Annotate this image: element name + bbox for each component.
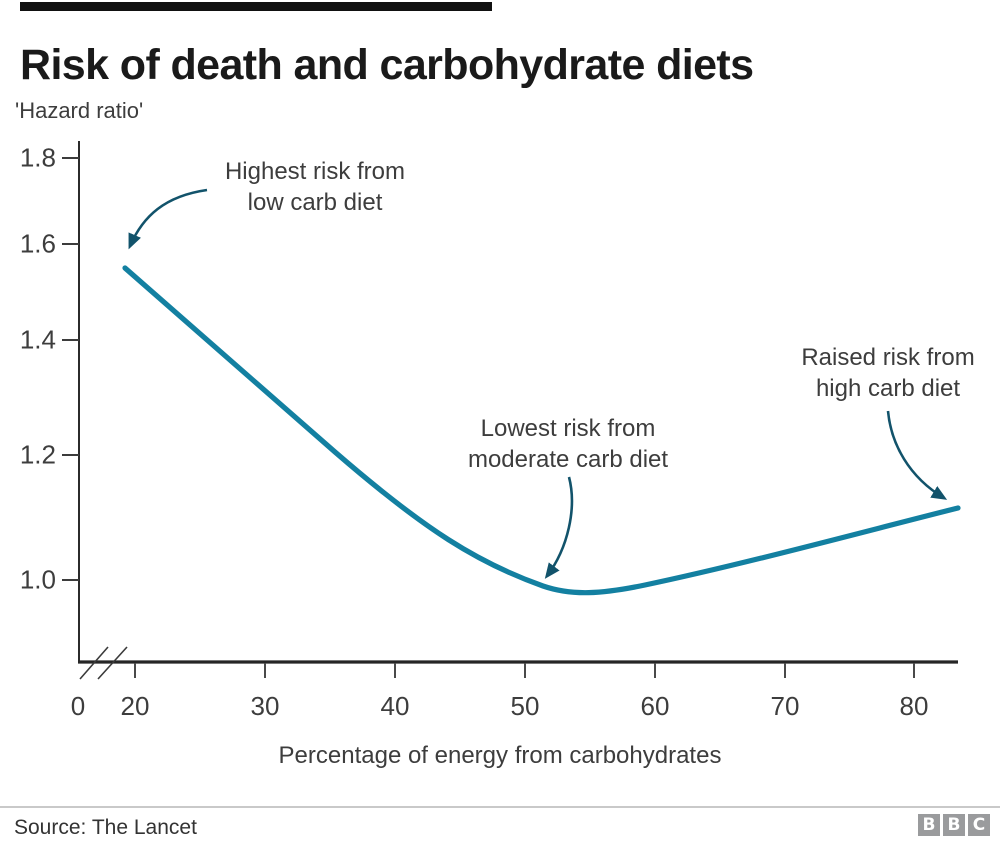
x-tick-label: 50 <box>510 691 540 721</box>
bbc-logo-letter: B <box>943 814 965 836</box>
x-axis-break-icon <box>79 646 128 680</box>
annotation-raised-risk: Raised risk from high carb diet <box>801 344 975 402</box>
arrow-to-moderate-carb-point-icon <box>544 476 574 579</box>
bbc-logo-letter: C <box>968 814 990 836</box>
annotation-lowest-risk: Lowest risk from moderate carb diet <box>467 415 669 473</box>
bbc-logo-letter: B <box>918 814 940 836</box>
x-tick-label: 0 <box>70 691 86 721</box>
source-credit: Source: The Lancet <box>14 816 197 839</box>
footer-divider <box>0 806 1000 808</box>
arrow-to-low-carb-point-icon <box>128 188 208 250</box>
arrow-to-high-carb-point-icon <box>886 410 948 500</box>
x-tick-label: 70 <box>770 691 800 721</box>
y-tick-label: 1.0 <box>19 564 56 595</box>
y-tick-label: 1.6 <box>19 228 56 259</box>
top-accent-bar <box>20 2 492 11</box>
x-axis-ticks <box>134 663 915 678</box>
x-tick-label: 40 <box>380 691 410 721</box>
x-tick-label: 60 <box>640 691 670 721</box>
y-tick-label: 1.8 <box>19 142 56 173</box>
x-tick-label: 80 <box>899 691 929 721</box>
hazard-ratio-curve <box>122 265 961 596</box>
x-axis-title: Percentage of energy from carbohydrates <box>278 742 722 769</box>
y-tick-label: 1.4 <box>19 324 56 355</box>
y-axis-title: 'Hazard ratio' <box>15 98 144 123</box>
x-tick-label: 20 <box>120 691 150 721</box>
y-tick-label: 1.2 <box>19 439 56 470</box>
annotation-highest-risk: Highest risk from low carb diet <box>224 158 406 216</box>
y-axis-ticks <box>62 157 79 581</box>
chart-title: Risk of death and carbohydrate diets <box>20 40 754 89</box>
x-tick-label: 30 <box>250 691 280 721</box>
